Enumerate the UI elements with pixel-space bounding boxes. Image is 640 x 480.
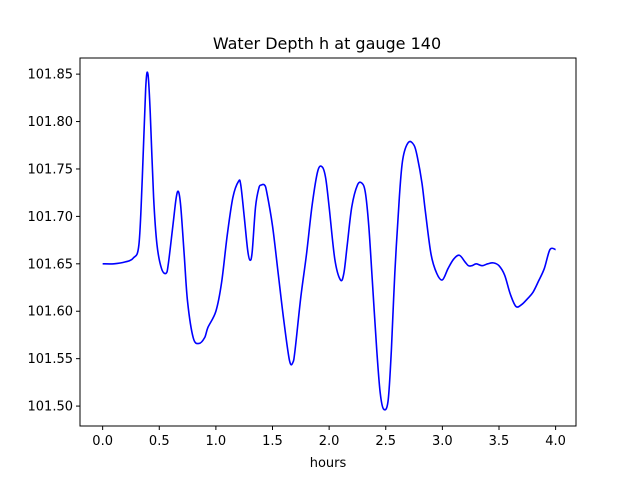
y-tick-label: 101.70 — [28, 210, 74, 225]
y-tick-label: 101.80 — [28, 115, 74, 130]
y-tick-label: 101.85 — [28, 68, 74, 83]
y-tick-label: 101.60 — [28, 305, 74, 320]
series-group — [102, 71, 556, 411]
y-axis-ticks: 101.50 101.55 101.60 101.65 101.70 101.75 101.… — [28, 68, 80, 415]
x-tick-label: 0.0 — [92, 434, 113, 449]
x-tick-label: 2.5 — [375, 434, 396, 449]
x-tick-label: 3.0 — [432, 434, 453, 449]
y-tick-label: 101.50 — [28, 400, 74, 415]
y-tick-label: 101.65 — [28, 257, 74, 272]
x-tick-label: 4.0 — [545, 434, 566, 449]
x-tick-label: 1.0 — [206, 434, 227, 449]
y-tick-label: 101.55 — [28, 352, 74, 367]
series-line — [102, 71, 556, 411]
x-tick-label: 1.5 — [262, 434, 283, 449]
y-tick-label: 101.75 — [28, 162, 74, 177]
x-axis-ticks: 0.0 0.5 1.0 1.5 2.0 2.5 3.0 3.5 4.0 — [92, 426, 566, 449]
plot-frame — [79, 57, 577, 427]
x-tick-label: 0.5 — [149, 434, 170, 449]
x-tick-label: 3.5 — [489, 434, 510, 449]
x-axis-label: hours — [310, 456, 347, 471]
x-tick-label: 2.0 — [319, 434, 340, 449]
chart-title: Water Depth h at gauge 140 — [213, 34, 441, 53]
